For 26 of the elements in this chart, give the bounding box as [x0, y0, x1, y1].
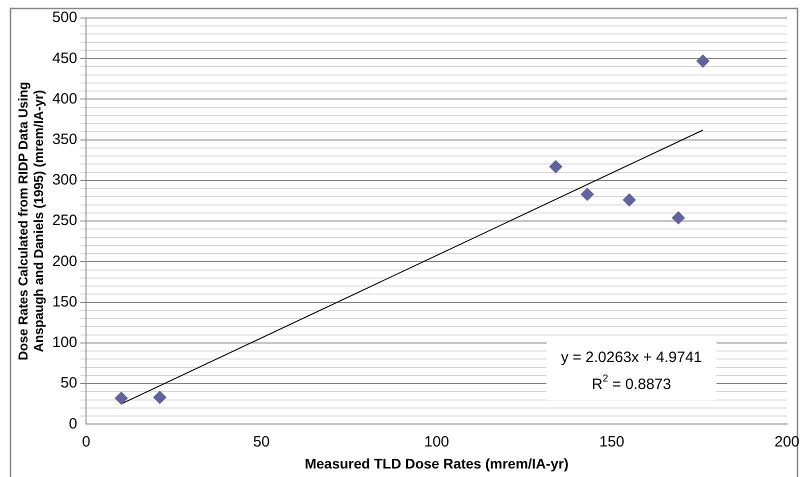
- x-tick-label: 150: [599, 433, 624, 450]
- annotation: y = 2.0263x + 4.9741: [560, 348, 702, 366]
- x-axis-title: Measured TLD Dose Rates (mrem/IA-yr): [304, 455, 568, 472]
- y-tick-label: 500: [52, 9, 78, 26]
- point: [114, 392, 128, 405]
- y-tick-label: 450: [52, 50, 78, 67]
- point: [622, 193, 636, 206]
- point: [153, 390, 166, 404]
- y-tick-label: 100: [52, 334, 78, 352]
- x-tick-label: 100: [424, 433, 450, 450]
- y-tick-label: 0: [68, 415, 78, 432]
- y-tick-label: 50: [60, 374, 78, 392]
- x-tick-label: 50: [253, 433, 270, 450]
- y-tick-label: 350: [52, 131, 78, 148]
- point: [580, 188, 594, 201]
- point: [549, 160, 562, 174]
- y-tick-label: 150: [52, 293, 78, 310]
- y-axis-title: Dose Rates Calculated from RIDP Data Using Anspaugh and Daniels (1995) (mrem/IA-yr): [15, 82, 46, 360]
- x-tick-label: 0: [82, 433, 90, 450]
- point: [696, 54, 710, 68]
- y-tick-label: 250: [52, 212, 78, 230]
- point: [672, 211, 685, 224]
- y-tick-label: 400: [52, 90, 78, 108]
- x-tick-label: 200: [774, 433, 800, 450]
- y-tick-label: 300: [52, 172, 78, 189]
- y-tick-label: 200: [52, 252, 78, 270]
